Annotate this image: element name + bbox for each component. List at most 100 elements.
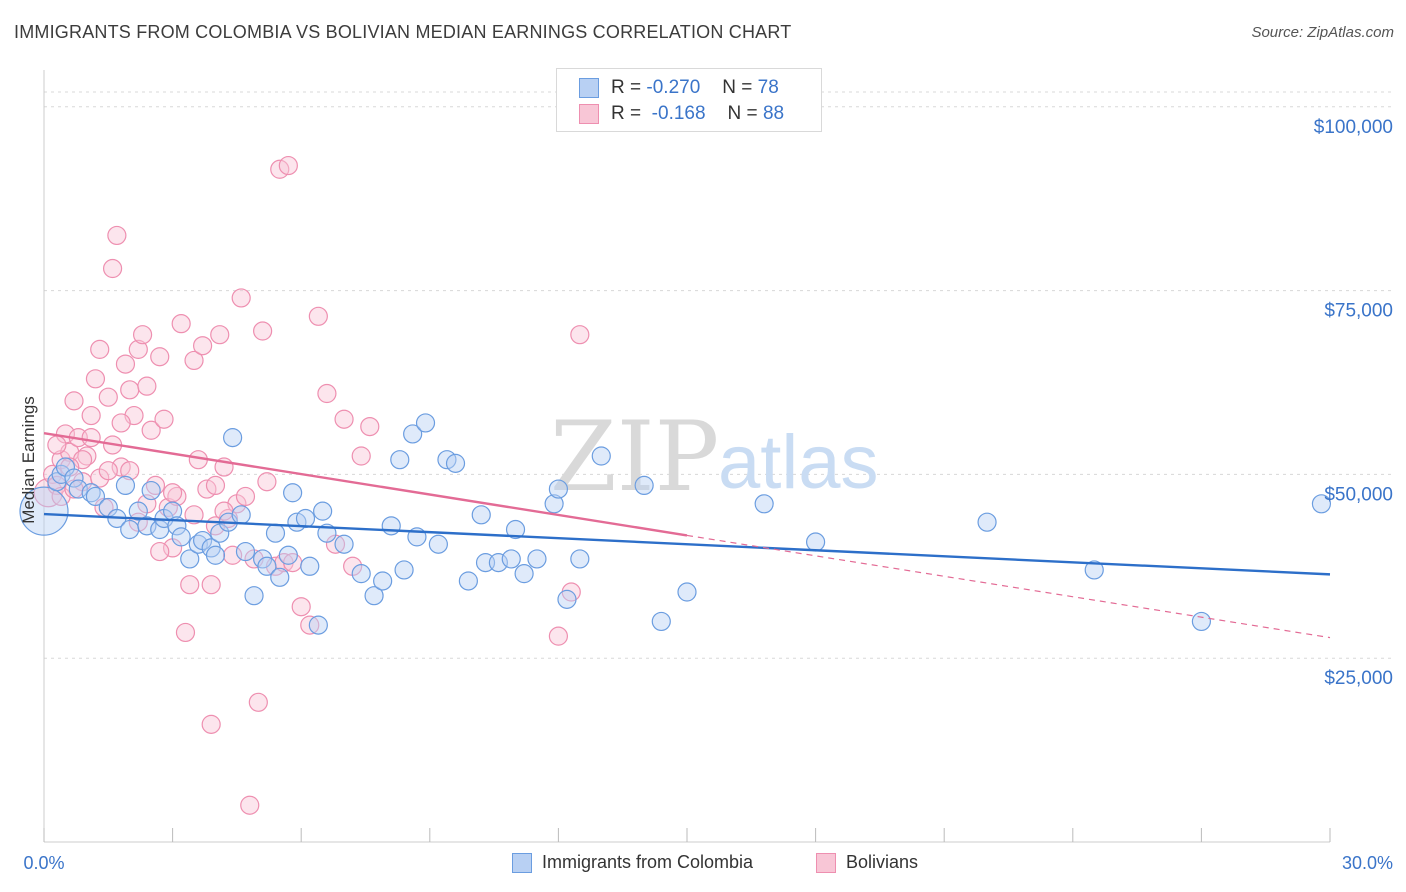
data-point: [313, 501, 333, 521]
data-point: [235, 541, 256, 562]
data-point: [1311, 494, 1332, 514]
data-point: [137, 516, 157, 536]
series-colombia: [19, 413, 1332, 635]
data-point: [19, 486, 69, 536]
data-point: [527, 549, 547, 569]
data-point: [64, 468, 84, 488]
data-point: [64, 391, 84, 411]
data-point: [308, 615, 328, 635]
data-point: [107, 225, 127, 246]
grid: [44, 91, 1394, 659]
data-point: [278, 155, 298, 176]
data-point: [175, 622, 196, 643]
data-point: [111, 413, 131, 433]
series-bolivians: [33, 155, 590, 815]
axes: [43, 70, 1331, 843]
data-point: [132, 325, 153, 345]
legend-r-label: R =: [611, 103, 642, 124]
data-point: [115, 475, 136, 496]
data-point: [394, 560, 414, 580]
x-tick-label: 0.0%: [23, 853, 64, 873]
data-point: [141, 480, 161, 501]
data-point: [570, 549, 590, 569]
data-point: [201, 714, 221, 734]
data-point: [505, 519, 526, 540]
data-point: [184, 350, 204, 371]
legend-row-bolivians: R = -0.168 N = 88: [579, 103, 784, 125]
data-point: [235, 486, 256, 507]
data-point: [154, 409, 174, 429]
data-point: [548, 479, 569, 499]
y-tick-label: $50,000: [1324, 484, 1393, 505]
data-point: [128, 501, 148, 521]
data-point: [223, 545, 243, 565]
data-point: [137, 376, 157, 396]
data-point: [308, 306, 328, 326]
tick-labels: $25,000 $50,000 $75,000 $100,000 0.0% 30.0%: [23, 117, 1393, 873]
data-point: [428, 534, 448, 554]
y-axis-label: Median Earnings: [19, 396, 38, 524]
series-legend: Immigrants from Colombia Bolivians: [0, 852, 1406, 878]
data-point: [278, 545, 298, 565]
data-point: [364, 586, 384, 606]
data-point: [591, 446, 611, 466]
chart-title: IMMIGRANTS FROM COLOMBIA VS BOLIVIAN MED…: [14, 22, 792, 42]
series-legend-label: Bolivians: [846, 852, 919, 872]
watermark: ZIP atlas: [550, 401, 879, 513]
data-point: [754, 494, 774, 514]
data-point: [445, 453, 466, 473]
data-point: [257, 472, 277, 492]
legend-n-label: N =: [727, 103, 758, 124]
data-point: [231, 288, 251, 308]
data-point: [98, 461, 118, 481]
legend-n-value: 88: [762, 103, 785, 124]
data-point: [115, 354, 136, 374]
data-point: [415, 413, 436, 433]
data-point: [231, 505, 251, 525]
data-point: [570, 325, 590, 345]
source-label: Source: ZipAtlas.com: [1251, 24, 1394, 41]
data-point: [163, 483, 183, 503]
legend-swatch-pink: [816, 852, 836, 873]
legend-n-value: 78: [757, 77, 779, 98]
data-point: [381, 516, 401, 536]
data-point: [244, 586, 264, 606]
watermark-atlas: atlas: [718, 420, 879, 505]
data-point: [205, 545, 226, 565]
data-point: [471, 505, 491, 525]
data-point: [291, 597, 311, 617]
data-point: [171, 527, 191, 547]
legend-swatch-blue: [579, 78, 599, 98]
trend-line: [43, 512, 1331, 576]
data-point: [295, 508, 316, 529]
data-point: [458, 571, 478, 591]
data-point: [180, 575, 200, 595]
data-point: [128, 339, 148, 359]
data-point: [334, 409, 354, 429]
data-point: [351, 446, 371, 466]
data-point: [223, 428, 243, 448]
trend-line-extension: [686, 534, 1331, 639]
data-point: [193, 336, 213, 356]
data-point: [1191, 611, 1212, 632]
data-point: [248, 692, 268, 712]
data-point: [141, 420, 161, 440]
legend-swatch-pink: [579, 104, 599, 124]
series-legend-label: Immigrants from Colombia: [542, 852, 754, 872]
y-tick-label: $100,000: [1314, 117, 1393, 138]
data-point: [651, 611, 671, 632]
data-point: [557, 589, 577, 609]
data-point: [977, 512, 997, 532]
data-point: [677, 582, 697, 602]
series-legend-colombia[interactable]: Immigrants from Colombia: [512, 852, 753, 873]
data-point: [501, 549, 521, 569]
series-legend-bolivians[interactable]: Bolivians: [816, 852, 918, 873]
data-point: [257, 556, 277, 576]
x-tick-label: 30.0%: [1342, 853, 1393, 873]
data-point: [120, 519, 140, 540]
data-point: [334, 534, 354, 554]
data-point: [205, 475, 226, 496]
data-point: [85, 486, 106, 507]
data-point: [85, 369, 106, 389]
